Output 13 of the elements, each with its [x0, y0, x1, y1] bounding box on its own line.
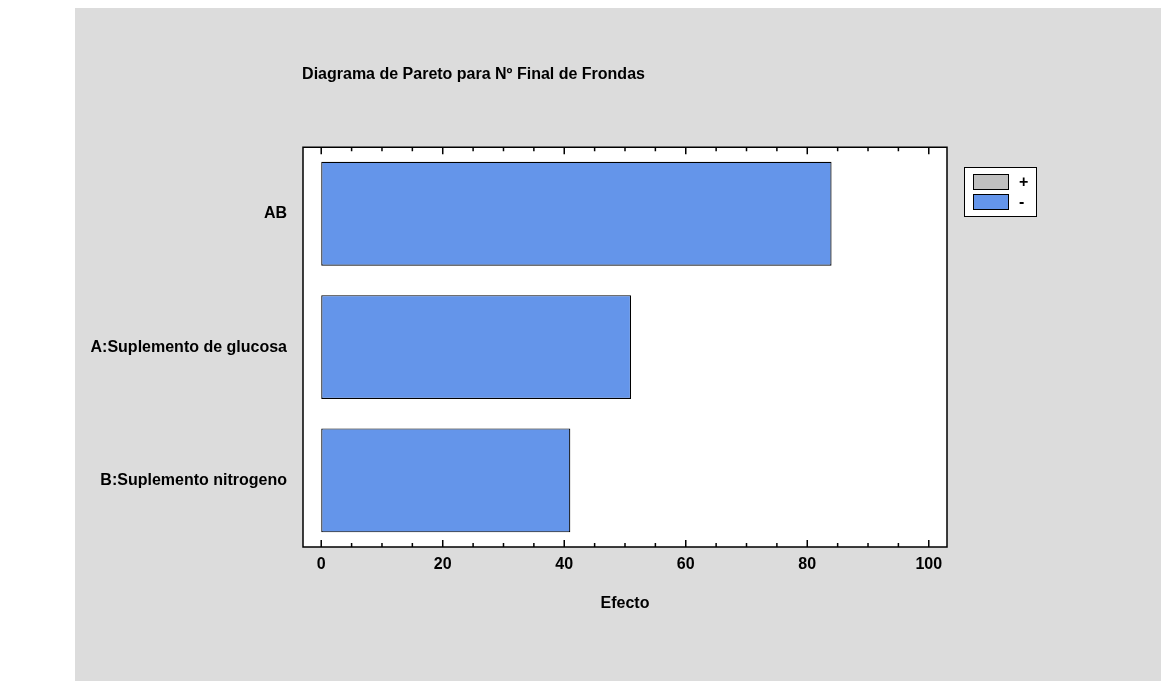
legend-label: - — [1019, 193, 1025, 211]
x-tick-label: 0 — [316, 555, 326, 573]
chart-title: Diagrama de Pareto para Nº Final de Frondas — [302, 65, 646, 83]
x-axis-title: Efecto — [600, 593, 650, 611]
y-tick-label: A:Suplemento de glucosa — [90, 337, 288, 355]
x-tick-label: 80 — [798, 555, 817, 573]
x-tick-label: 20 — [433, 555, 452, 573]
x-tick-label: 60 — [676, 555, 695, 573]
x-tick-label: 40 — [555, 555, 574, 573]
legend-label: + — [1019, 173, 1029, 191]
y-tick-label: AB — [263, 204, 287, 222]
x-tick-label: 100 — [915, 555, 943, 573]
y-tick-label: B:Suplemento nitrogeno — [100, 470, 288, 488]
